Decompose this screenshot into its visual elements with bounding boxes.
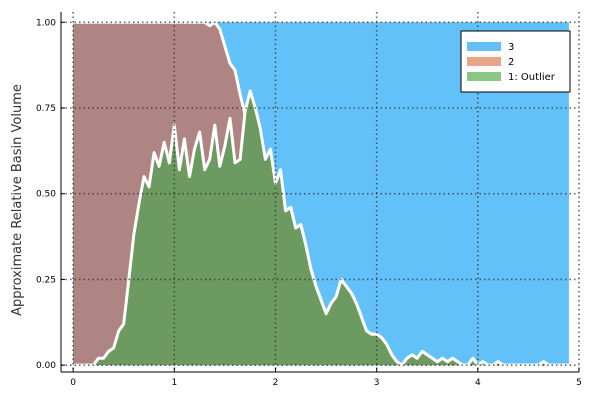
legend: 3 2 1: Outlier <box>460 30 571 93</box>
legend-entry-label: 3 <box>508 42 514 53</box>
legend-swatch <box>467 72 501 81</box>
legend-swatch <box>467 57 501 66</box>
grid-lines <box>61 12 580 372</box>
y-tick-label: 0.00 <box>36 361 56 371</box>
legend-entry-label: 1: Outlier <box>508 72 556 83</box>
series-1-line <box>73 89 569 367</box>
y-tick-label: 0.50 <box>36 190 56 200</box>
series-1-area <box>73 90 569 366</box>
axes: 0 1 2 3 4 5 0.00 0.25 0.50 0.75 1.00 <box>36 12 582 388</box>
x-tick-label: 3 <box>374 378 380 388</box>
y-axis-label: Approximate Relative Basin Volume <box>10 84 25 316</box>
x-tick-label: 0 <box>70 378 76 388</box>
x-tick-label: 4 <box>475 378 481 388</box>
legend-swatch <box>467 42 501 51</box>
x-tick-label: 2 <box>273 378 279 388</box>
y-tick-label: 0.25 <box>36 275 56 285</box>
x-tick-label: 1 <box>171 378 177 388</box>
x-tick-label: 5 <box>576 378 582 388</box>
y-tick-label: 0.75 <box>36 104 56 114</box>
y-tick-label: 1.00 <box>36 18 56 28</box>
legend-entry-label: 2 <box>508 57 514 68</box>
